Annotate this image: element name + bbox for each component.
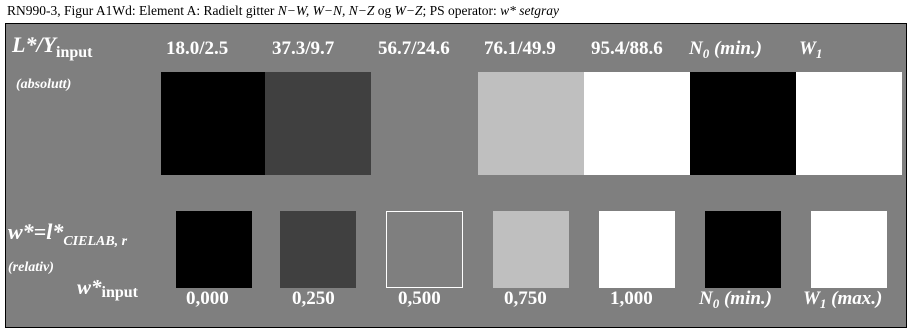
- bottom-value-5: 1,000: [610, 288, 653, 309]
- top-swatch-2: [265, 72, 371, 175]
- bottom-value-n0: N0 (min.): [699, 288, 773, 311]
- top-axis-label: L*/Yinput: [12, 32, 93, 61]
- bottom-swatch-n0: [705, 211, 781, 288]
- bottom-swatch-4: [493, 211, 569, 288]
- caption-grid-last: W−Z: [394, 3, 423, 18]
- bottom-value-2: 0,250: [292, 288, 335, 309]
- bottom-value-3: 0,500: [398, 288, 441, 309]
- top-col-label-4: 76.1/49.9: [484, 38, 556, 59]
- top-note-absolute: (absolutt): [16, 77, 72, 92]
- top-col-label-2: 37.3/9.7: [272, 38, 335, 59]
- bottom-value-1: 0,000: [186, 288, 229, 309]
- caption-prefix: RN990-3, Figur A1Wd: Element A: Radielt …: [7, 3, 278, 18]
- figure-caption: RN990-3, Figur A1Wd: Element A: Radielt …: [7, 3, 559, 19]
- caption-grids: N−W, W−N, N−Z: [277, 3, 375, 18]
- bottom-swatch-3: [386, 211, 463, 288]
- top-swatch-5: [584, 72, 690, 175]
- bottom-note-relative: (relativ): [8, 260, 54, 275]
- top-col-label-5: 95.4/88.6: [591, 38, 663, 59]
- caption-og: og: [374, 3, 395, 18]
- top-swatch-3: [371, 72, 478, 175]
- bottom-value-4: 0,750: [504, 288, 547, 309]
- top-col-label-w1: W1: [799, 38, 823, 61]
- bottom-swatch-2: [280, 211, 356, 288]
- top-col-label-1: 18.0/2.5: [166, 38, 229, 59]
- bottom-swatch-5: [599, 211, 675, 288]
- top-swatch-n0: [690, 72, 796, 175]
- bottom-swatch-1: [176, 211, 252, 288]
- bottom-input-label: w*input: [77, 275, 138, 301]
- test-chart-panel: L*/Yinput (absolutt) 18.0/2.5 37.3/9.7 5…: [5, 23, 907, 328]
- top-swatch-1: [161, 72, 265, 175]
- bottom-axis-label: w*=l*CIELAB, r: [8, 219, 128, 249]
- caption-operator: w* setgray: [500, 3, 559, 18]
- caption-ps: ; PS operator:: [422, 3, 501, 18]
- top-col-label-n0: N0 (min.): [689, 38, 763, 61]
- top-swatch-4: [478, 72, 584, 175]
- bottom-value-w1: W1 (max.): [803, 288, 883, 311]
- top-col-label-3: 56.7/24.6: [378, 38, 450, 59]
- bottom-swatch-w1: [811, 211, 887, 288]
- top-swatch-w1: [796, 72, 902, 175]
